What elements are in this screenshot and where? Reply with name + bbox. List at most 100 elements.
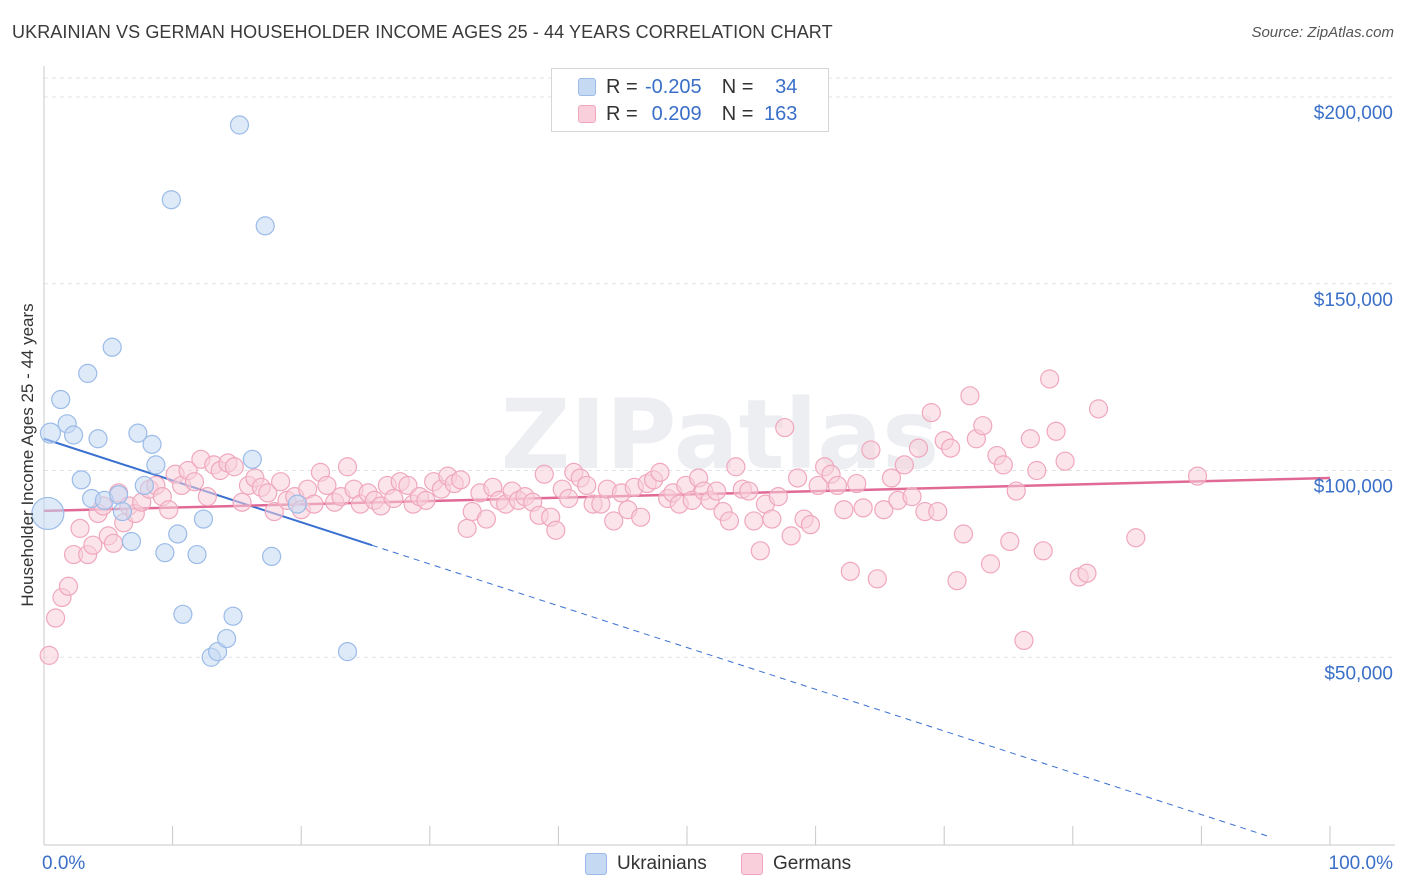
- y-tick-label: $200,000: [1314, 103, 1393, 124]
- germans-point: [1027, 460, 1047, 481]
- germans-point: [941, 438, 961, 458]
- legend-item-ukrainians[interactable]: Ukrainians: [585, 852, 707, 876]
- germans-point: [960, 386, 980, 406]
- germans-point: [577, 475, 597, 496]
- source-label: Source: ZipAtlas.com: [1251, 24, 1394, 41]
- germans-point: [1046, 421, 1066, 441]
- germans-point: [258, 483, 278, 503]
- ukrainians-point: [223, 606, 243, 626]
- germans-point: [159, 500, 179, 520]
- germans-point: [451, 470, 471, 490]
- germans-point: [768, 487, 788, 507]
- germans-point: [953, 524, 974, 544]
- germans-point: [808, 475, 828, 496]
- stats-row-germans: R = 0.209 N = 163: [552, 100, 797, 128]
- germans-point: [706, 481, 727, 501]
- germans-point: [264, 501, 284, 522]
- r-label: R =: [606, 75, 638, 98]
- ukrainians-point: [31, 496, 65, 531]
- ukrainians-point: [128, 423, 148, 443]
- germans-point: [921, 403, 941, 423]
- germans-point: [398, 475, 418, 496]
- germans-point: [775, 417, 795, 438]
- legend-swatch-germans: [741, 853, 763, 875]
- chart-title: UKRAINIAN VS GERMAN HOUSEHOLDER INCOME A…: [12, 22, 833, 42]
- ukrainians-point: [187, 544, 207, 565]
- ukrainians-point: [78, 363, 98, 383]
- germans-point: [881, 468, 902, 488]
- germans-point: [534, 464, 554, 484]
- ukrainians-point: [102, 337, 122, 357]
- n-value: 163: [764, 102, 798, 125]
- germans-point: [384, 488, 404, 509]
- germans-point: [1126, 528, 1146, 548]
- ukrainians-point: [262, 546, 282, 567]
- germans-point: [559, 488, 579, 509]
- ukrainians-point: [63, 425, 84, 445]
- germans-point: [604, 511, 624, 531]
- germans-point: [787, 468, 808, 488]
- x-tick-label: 0.0%: [42, 853, 85, 874]
- legend-swatch-ukrainians: [585, 853, 607, 875]
- germans-point: [840, 561, 860, 581]
- germans-point: [1187, 466, 1208, 486]
- germans-point: [744, 511, 764, 531]
- germans-point: [861, 440, 881, 460]
- germans-point: [1077, 563, 1097, 583]
- germans-point: [739, 481, 759, 501]
- stats-swatch-germans: [578, 105, 596, 123]
- ukrainians-point: [51, 389, 71, 410]
- germans-point: [83, 535, 103, 555]
- germans-point: [1088, 399, 1109, 419]
- germans-point: [853, 498, 873, 518]
- x-tick-label: 100.0%: [1329, 853, 1394, 874]
- ukrainians-point: [121, 531, 142, 552]
- y-tick-labels: $50,000 $100,000 $150,000 $200,000: [1314, 103, 1393, 684]
- germans-point: [1000, 531, 1020, 552]
- ukrainians-point: [108, 485, 129, 505]
- germans-point: [928, 501, 948, 522]
- y-tick-label: $150,000: [1314, 290, 1393, 311]
- legend-item-germans[interactable]: Germans: [741, 852, 851, 876]
- stats-box: R = -0.205 N = 34 R = 0.209 N = 163: [551, 68, 829, 132]
- germans-point: [719, 511, 740, 531]
- germans-point: [70, 518, 90, 538]
- legend-label: Germans: [773, 853, 852, 874]
- germans-point: [232, 492, 252, 512]
- germans-point: [103, 533, 124, 553]
- y-tick-label: $50,000: [1324, 663, 1393, 684]
- germans-point: [45, 608, 66, 628]
- germans-point: [834, 500, 854, 520]
- ukrainians-point: [155, 543, 175, 563]
- ukrainians-point: [71, 470, 91, 490]
- ukrainians-point: [168, 524, 188, 544]
- ukrainians-point: [242, 449, 262, 469]
- germans-point: [39, 645, 59, 665]
- ukrainians-point: [39, 422, 62, 444]
- r-label: R =: [606, 102, 638, 125]
- ukrainians-point: [142, 434, 162, 454]
- ukrainians-point: [173, 604, 193, 624]
- germans-point: [317, 475, 337, 496]
- germans-point: [546, 520, 566, 540]
- germans-point: [650, 462, 670, 482]
- germans-point: [800, 515, 821, 535]
- y-tick-label: $100,000: [1314, 477, 1393, 498]
- r-value: -0.205: [644, 75, 702, 98]
- germans-point: [631, 507, 651, 527]
- germans-point: [902, 487, 922, 507]
- ukrainians-point: [161, 190, 181, 210]
- germans-point: [271, 472, 291, 492]
- germans-point: [874, 500, 894, 520]
- germans-point: [197, 487, 217, 507]
- ukrainians-points: [31, 115, 358, 667]
- germans-point: [980, 554, 1001, 574]
- n-value: 34: [775, 75, 798, 98]
- germans-point: [457, 518, 477, 538]
- ukrainians-point: [337, 642, 358, 662]
- n-label: N =: [721, 75, 754, 98]
- ukrainians-point: [208, 642, 228, 662]
- germans-point: [762, 509, 782, 529]
- ukrainians-point: [112, 501, 133, 522]
- germans-point: [184, 472, 205, 492]
